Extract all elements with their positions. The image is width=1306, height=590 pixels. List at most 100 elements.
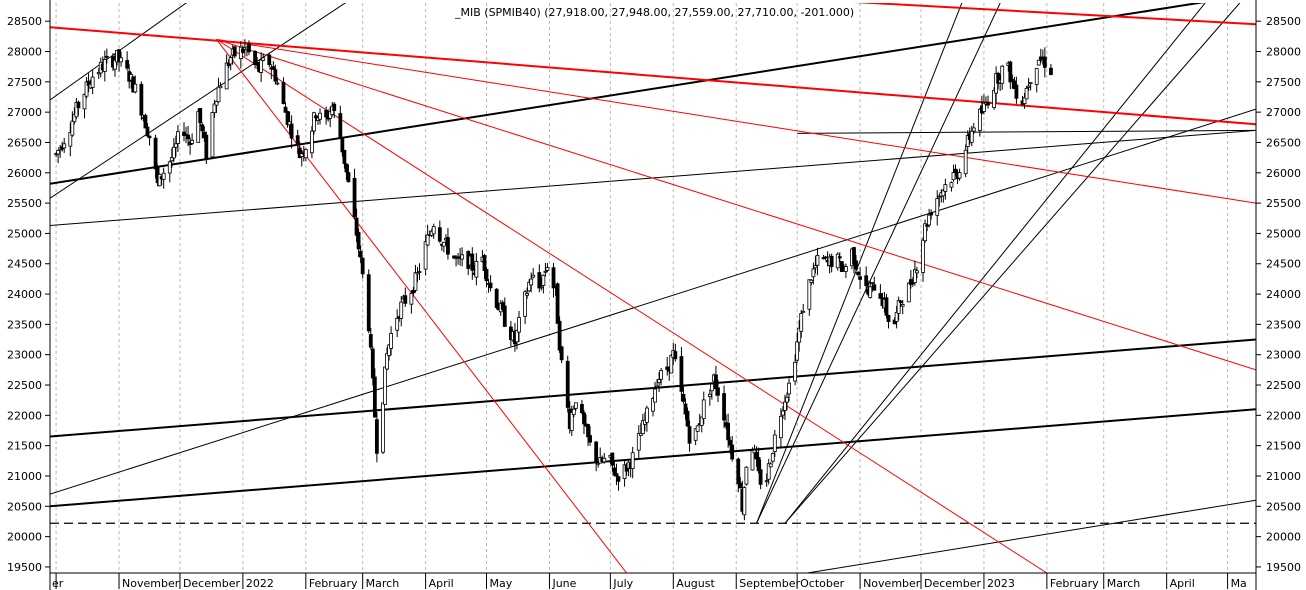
- price-bar-up: [517, 317, 521, 333]
- price-bar-up: [951, 172, 956, 181]
- price-bar-up: [70, 120, 75, 136]
- price-bar-up: [228, 57, 233, 65]
- price-bar-up: [413, 272, 418, 291]
- price-bar-down: [986, 101, 990, 106]
- price-bar-down: [143, 114, 148, 129]
- price-bar-down: [139, 83, 144, 116]
- x-tick-label: March: [366, 577, 400, 590]
- price-bar-down: [366, 274, 371, 332]
- price-bar-up: [630, 452, 635, 469]
- y-tick-label-left: 20500: [7, 500, 42, 513]
- price-bar-up: [870, 282, 875, 284]
- price-bar-down: [352, 177, 357, 217]
- y-tick-label-left: 24500: [7, 258, 42, 271]
- price-bar-down: [297, 147, 302, 158]
- x-tick-label: er: [52, 577, 64, 590]
- price-bar-up: [695, 425, 700, 432]
- price-bar-up: [894, 311, 899, 322]
- price-bar-down: [358, 250, 363, 258]
- price-bar-up: [655, 385, 659, 388]
- red-trend-line: [854, 3, 1256, 26]
- red-trend-line: [216, 38, 1256, 371]
- price-bar-down: [145, 126, 150, 137]
- price-bar-up: [224, 62, 229, 90]
- price-bar-down: [929, 212, 934, 216]
- price-bar-down: [267, 54, 272, 65]
- price-bar-up: [460, 254, 465, 260]
- price-bar-up: [196, 111, 201, 143]
- x-tick-label: Ma: [1231, 577, 1247, 590]
- price-bar-up: [68, 131, 73, 147]
- price-bar-down: [925, 224, 929, 227]
- price-bar-down: [1014, 84, 1019, 99]
- x-tick-label: February: [309, 577, 358, 590]
- price-bar-down: [858, 276, 862, 280]
- black-trend-line: [807, 499, 1256, 573]
- price-bar-down: [240, 48, 245, 53]
- x-axis: er November December 2022 February March April…: [52, 573, 1247, 590]
- y-tick-label-right: 21500: [1266, 440, 1301, 453]
- price-bar-up: [811, 268, 816, 278]
- price-bar-down: [555, 283, 560, 324]
- price-bar-up: [157, 173, 162, 187]
- price-bar-down: [324, 109, 329, 118]
- price-bar-up: [1026, 85, 1031, 88]
- price-bar-up: [515, 330, 519, 343]
- x-tick-label: February: [1050, 577, 1099, 590]
- price-bar-up: [431, 226, 436, 235]
- y-tick-label-right: 25500: [1266, 197, 1301, 210]
- price-bar-up: [941, 189, 946, 197]
- price-bar-down: [738, 482, 743, 489]
- price-bar-down: [346, 172, 351, 183]
- price-bar-down: [332, 103, 337, 112]
- y-tick-label-right: 22000: [1266, 409, 1301, 422]
- price-bar-up: [133, 83, 138, 93]
- black-trend-line: [797, 129, 1256, 134]
- price-bar-down: [892, 319, 897, 325]
- price-bar-up: [72, 113, 77, 123]
- price-bar-down: [488, 282, 493, 289]
- price-bar-down: [758, 469, 763, 485]
- price-bar-up: [906, 282, 911, 303]
- y-tick-label-left: 23500: [7, 318, 42, 331]
- black-trend-line: [50, 3, 1205, 185]
- price-bar-down: [289, 123, 294, 139]
- price-bar-up: [949, 182, 954, 188]
- y-tick-label-right: 26500: [1266, 136, 1301, 149]
- price-bar-up: [965, 135, 970, 148]
- price-bar-down: [253, 50, 257, 66]
- price-bar-down: [610, 452, 615, 466]
- price-bar-down: [872, 284, 877, 291]
- price-bar-up: [640, 420, 645, 435]
- price-bar-down: [147, 135, 152, 139]
- price-bar-down: [446, 237, 450, 255]
- red-trend-line: [216, 39, 628, 573]
- price-bar-down: [953, 168, 958, 173]
- y-tick-label-right: 24500: [1266, 258, 1301, 271]
- price-bar-down: [482, 255, 487, 272]
- x-tick-label: December: [183, 577, 241, 590]
- price-bar-down: [344, 163, 349, 173]
- price-bar-up: [573, 402, 578, 409]
- price-bar-up: [425, 234, 430, 246]
- price-bar-down: [557, 320, 562, 351]
- price-bar-up: [768, 463, 773, 468]
- price-bar-up: [900, 304, 905, 307]
- price-bar-down: [754, 451, 759, 460]
- trend-line-layer: [50, 3, 1256, 573]
- y-tick-label-left: 20000: [7, 531, 42, 544]
- price-bar-up: [212, 103, 217, 114]
- x-tick-label: November: [863, 577, 921, 590]
- price-bar-up: [693, 428, 698, 441]
- y-tick-label-left: 21500: [7, 440, 42, 453]
- y-tick-label-left: 22000: [7, 409, 42, 422]
- price-bar-up: [927, 214, 932, 226]
- price-bar-down: [1010, 79, 1015, 81]
- price-bar-up: [399, 301, 404, 319]
- price-bar-up: [210, 112, 215, 158]
- price-bar-down: [1049, 67, 1053, 75]
- price-bar-up: [417, 271, 422, 273]
- price-bar-up: [387, 344, 391, 356]
- y-tick-label-left: 23000: [7, 349, 42, 362]
